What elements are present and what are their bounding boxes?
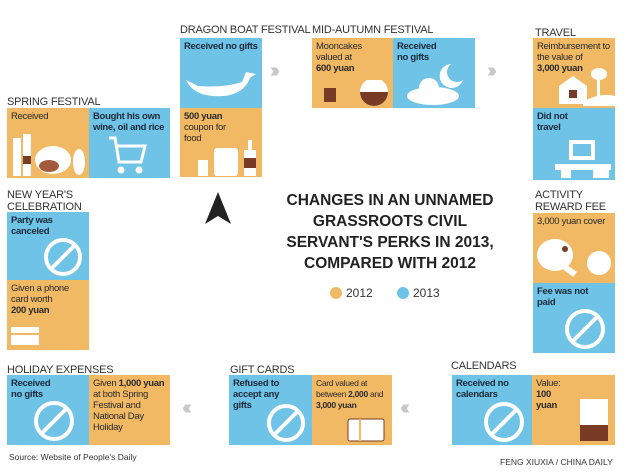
arrow-left-1: ‹‹‹ (400, 397, 410, 419)
legend-2012: 2012 (330, 286, 373, 300)
source-note: Source: Website of People's Daily (9, 452, 137, 462)
arrow-left-2: ‹‹‹ (182, 397, 192, 419)
dragon-boat-title: DRAGON BOAT FESTIVAL (180, 24, 311, 36)
activity-2012: 3,000 yuan cover (533, 213, 615, 283)
holiday-expenses-2012: Given 1,000 yuan at both Spring Festival… (89, 375, 170, 445)
spring-festival-title: SPRING FESTIVAL (7, 96, 101, 108)
travel-2012: Reimbursement to the value of 3,000 yuan (533, 38, 615, 108)
legend-swatch-orange (330, 287, 342, 299)
no-money-icon (565, 309, 605, 349)
gift-cards-2012: Card valued at between 2,000 and 3,000 y… (312, 375, 392, 445)
mid-autumn-title: MID-AUTUMN FESTIVAL (312, 24, 434, 36)
calendars-2013: Received no calendars (452, 375, 532, 445)
headline: CHANGES IN AN UNNAMED GRASSROOTS CIVIL S… (286, 192, 494, 272)
no-calendar-icon (484, 402, 524, 442)
credit: FENG XIUXIA / CHINA DAILY (500, 457, 613, 467)
moon-cloud-icon (407, 64, 463, 105)
mooncake-icon (324, 80, 388, 106)
no-gift-card-icon (267, 404, 305, 442)
arrow-up-icon (205, 192, 231, 224)
activity-2013: Fee was not paid (533, 283, 615, 353)
food-and-wine-icon (13, 134, 85, 176)
food-coupon-icon (198, 140, 256, 176)
arrow-right-1: ››› (270, 60, 280, 82)
new-year-2013: Party was canceled (7, 212, 89, 280)
gift-card-icon (347, 418, 385, 442)
dragon-boat-icon (186, 72, 256, 97)
calendar-icon (580, 399, 608, 441)
no-money-icon (34, 401, 74, 441)
shopping-cart-icon (109, 136, 147, 174)
ping-pong-ball-icon (537, 239, 611, 277)
legend-swatch-blue (397, 287, 409, 299)
new-year-title: NEW YEAR'S CELEBRATION (7, 189, 82, 213)
holiday-expenses-title: HOLIDAY EXPENSES (7, 364, 114, 376)
mid-autumn-2012: Mooncakes valued at 600 yuan (312, 38, 393, 108)
travel-title: TRAVEL (535, 27, 576, 39)
gift-cards-title: GIFT CARDS (230, 364, 295, 376)
holiday-expenses-2013: Received no gifts (7, 375, 89, 445)
arrow-right-2: ››› (487, 60, 497, 82)
desk-computer-icon (555, 140, 611, 178)
spring-festival-2012: Received (7, 108, 89, 178)
no-party-icon (44, 238, 82, 276)
dragon-boat-2013: Received no gifts (180, 38, 262, 108)
calendars-2012: Value: 100 yuan (532, 375, 615, 445)
activity-title: ACTIVITY REWARD FEE (535, 189, 606, 213)
phone-card-icon (11, 327, 39, 345)
calendars-title: CALENDARS (451, 360, 517, 372)
mid-autumn-2013: Received no gifts (393, 38, 475, 108)
new-year-2012: Given a phone card worth 200 yuan (7, 280, 89, 350)
legend-2013: 2013 (397, 286, 440, 300)
travel-2013: Did not travel (533, 108, 615, 180)
gift-cards-2013: Refused to accept any gifts (229, 375, 312, 445)
beach-house-icon (559, 68, 615, 106)
spring-festival-2013: Bought his own wine, oil and rice (89, 108, 170, 178)
dragon-boat-2012: 500 yuan coupon for food (180, 108, 262, 177)
